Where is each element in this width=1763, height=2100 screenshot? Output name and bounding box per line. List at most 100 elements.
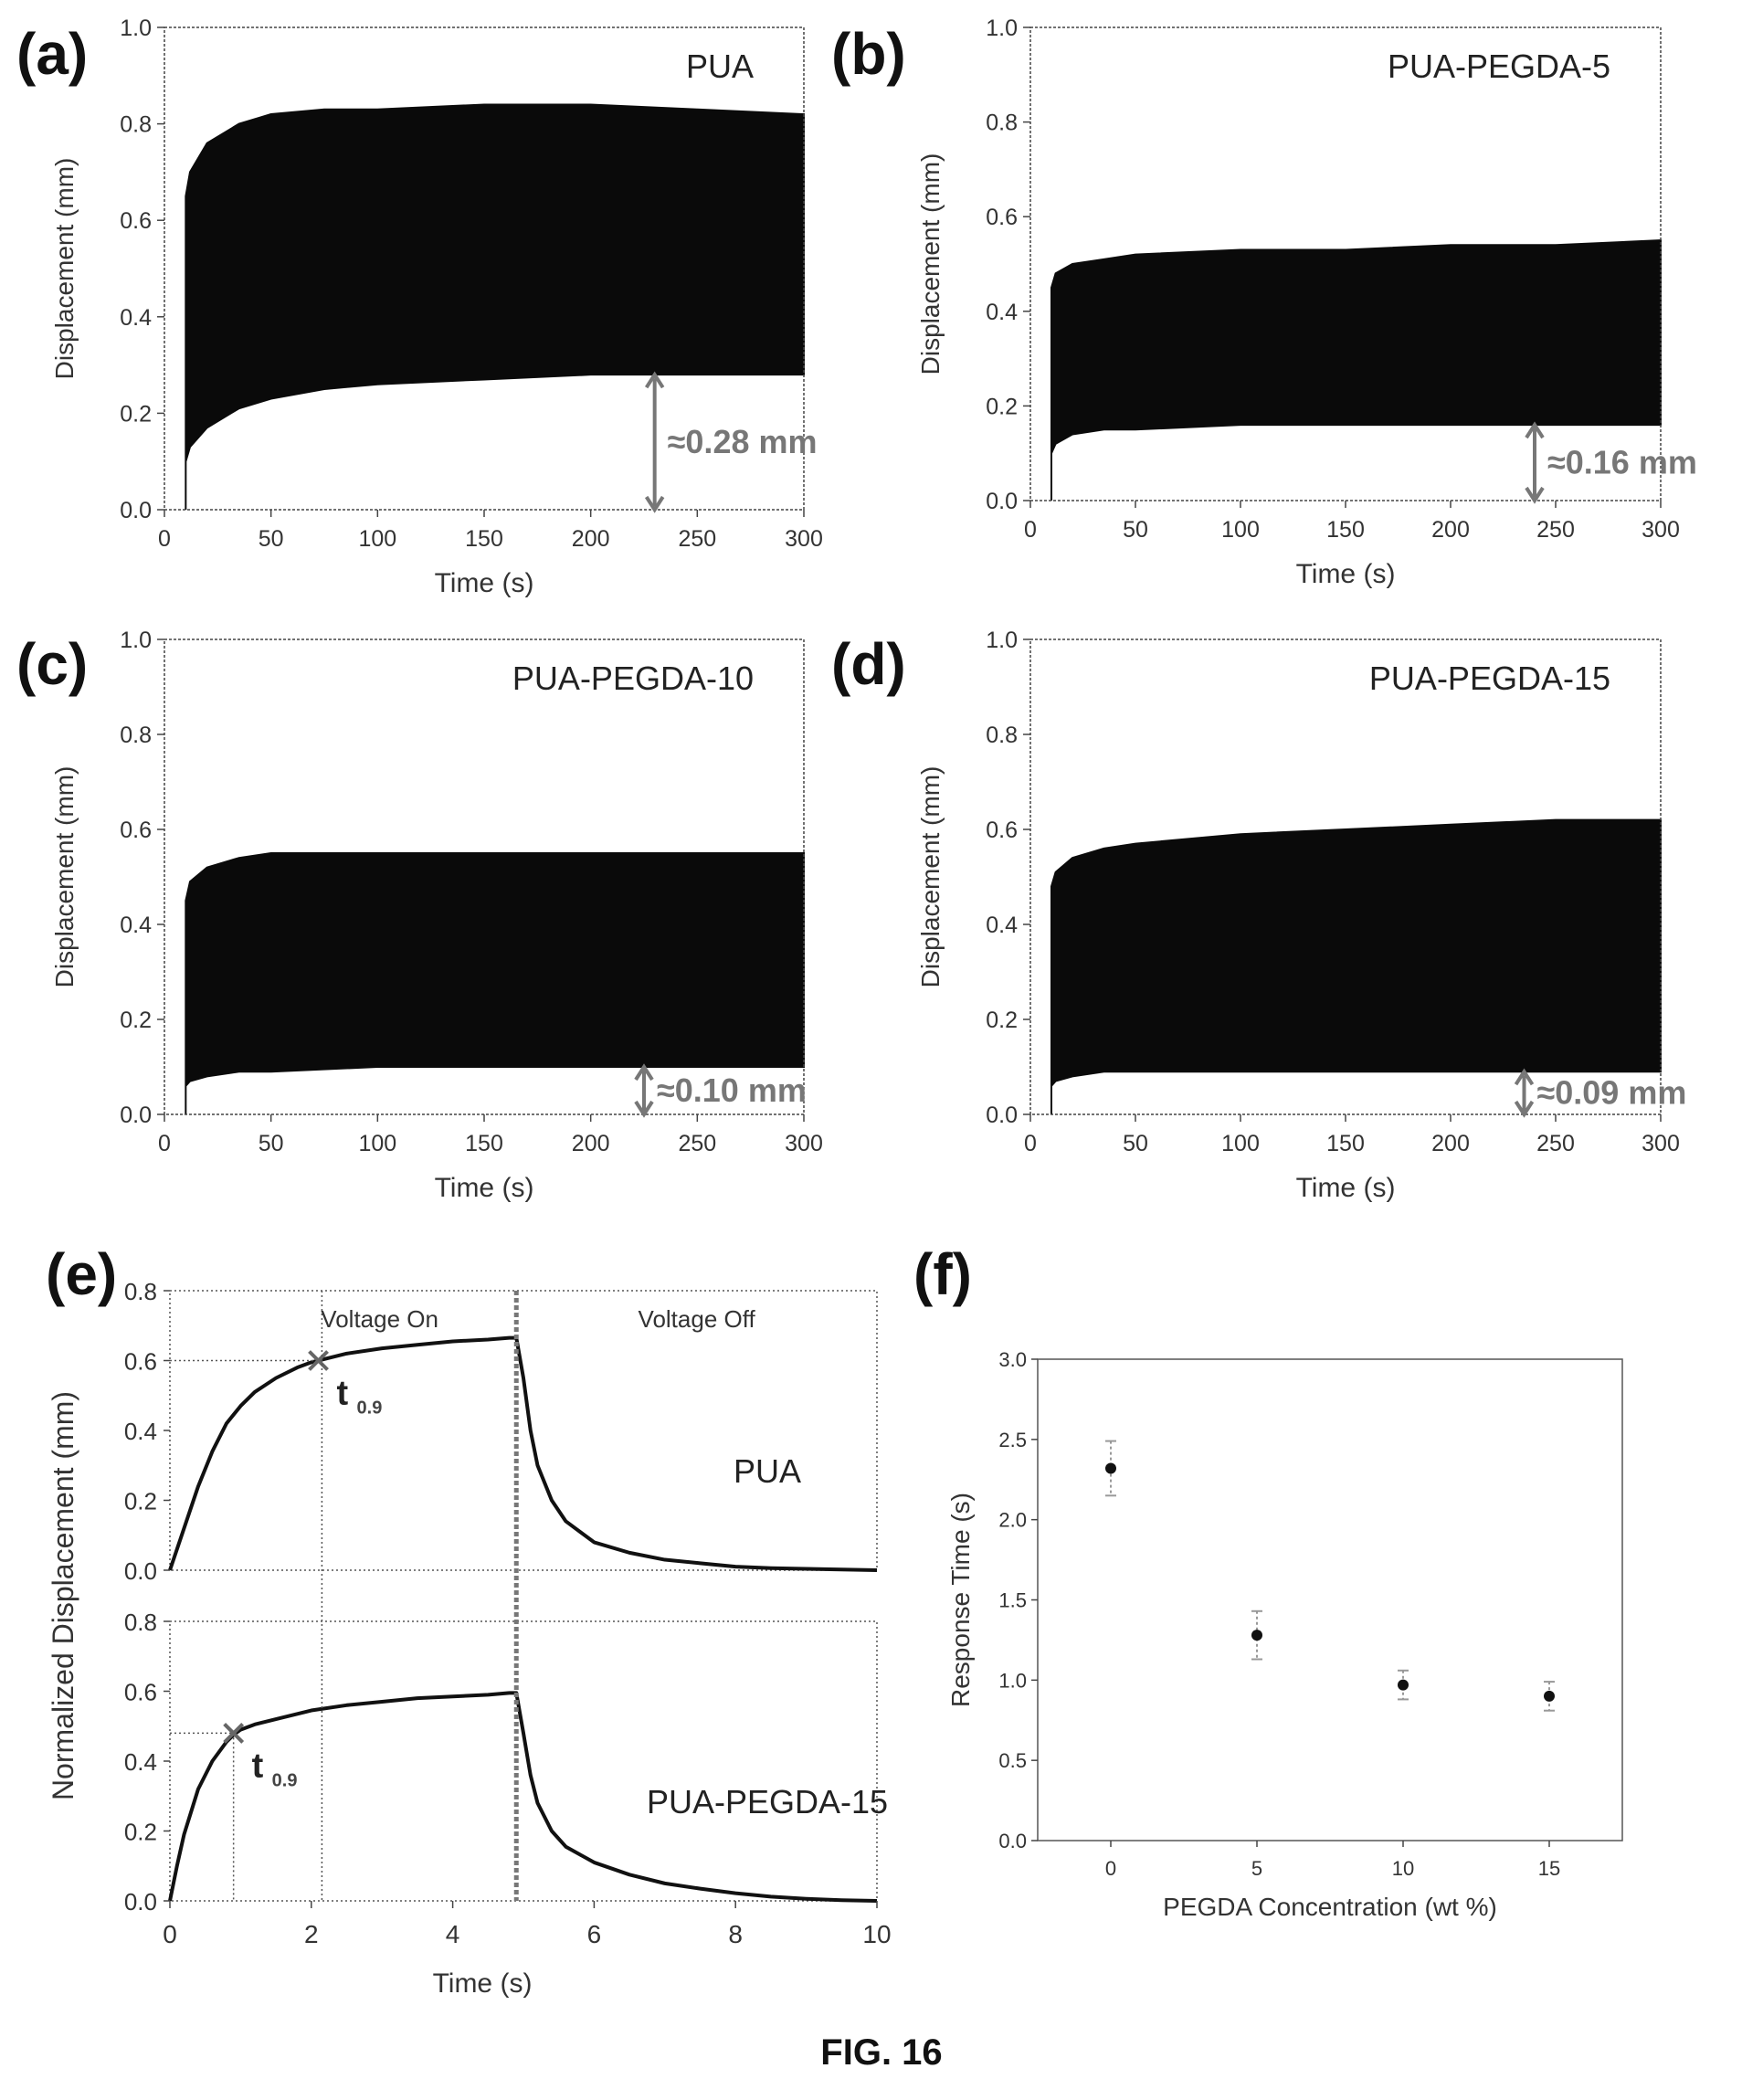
series-label: PUA-PEGDA-15 — [647, 1783, 888, 1820]
y-tick-label: 0.0 — [986, 1103, 1018, 1128]
chart-e: t 0.9 0.0 0.2 0.4 0.6 0.8 PUA t 0.9 0.0 0.2 0.4 0.6 0.… — [47, 1278, 892, 1999]
y-tick-label: 1.0 — [120, 628, 152, 653]
x-tick-label: 300 — [785, 1131, 823, 1156]
x-tick-label: 250 — [678, 526, 716, 552]
x-tick-label: 100 — [1221, 517, 1260, 543]
annotation-label: ≈0.09 mm — [1537, 1074, 1687, 1112]
marker-cross — [308, 1350, 329, 1371]
data-point — [1105, 1462, 1116, 1474]
annotation-label: ≈0.28 mm — [668, 423, 818, 460]
region-label-voltage-on: Voltage On — [321, 1305, 438, 1333]
y-tick-label: 0.0 — [998, 1830, 1027, 1852]
x-tick-label: 150 — [465, 1131, 503, 1156]
y-axis-label: Response Time (s) — [946, 1493, 975, 1707]
x-tick-label: 10 — [1392, 1857, 1414, 1880]
displacement-envelope-d — [1050, 818, 1662, 1114]
y-tick-label: 2.0 — [998, 1509, 1027, 1532]
panel-label-b: (b) — [831, 21, 906, 87]
y-tick-label: 0.4 — [120, 913, 152, 938]
marker-label: t — [337, 1375, 349, 1413]
y-tick-label: 1.0 — [120, 16, 152, 41]
panel-label-c: (c) — [16, 631, 89, 697]
x-tick-label: 150 — [1326, 517, 1365, 543]
y-tick-label: 3.0 — [998, 1348, 1027, 1371]
arrow-head-up — [1514, 1068, 1535, 1086]
panel-label-d: (d) — [831, 631, 906, 697]
y-axis-label: Displacement (mm) — [916, 766, 945, 988]
y-tick-label: 1.5 — [998, 1589, 1027, 1612]
x-axis-label: Time (s) — [433, 1968, 533, 1999]
arrow-head-down — [1525, 486, 1545, 504]
x-axis-label: PEGDA Concentration (wt %) — [1163, 1893, 1497, 1921]
y-tick-label: 0.6 — [120, 208, 152, 234]
panel-label-e: (e) — [46, 1241, 118, 1307]
y-tick-label: 0.4 — [124, 1748, 157, 1776]
y-tick-label: 1.0 — [986, 16, 1018, 41]
annotation-label: ≈0.16 mm — [1547, 444, 1697, 481]
y-tick-label: 0.4 — [986, 913, 1018, 938]
y-tick-label: 0.4 — [120, 305, 152, 331]
chart-a: 0 50 100 150 200 250 300 0.0 0.2 0.4 0.6 0.8 1.0 Time… — [50, 16, 823, 598]
y-axis-label: Normalized Displacement (mm) — [47, 1391, 79, 1800]
y-tick-label: 0.6 — [986, 818, 1018, 843]
y-tick-label: 0.0 — [986, 489, 1018, 514]
arrow-head-up — [634, 1063, 654, 1082]
x-tick-label: 200 — [572, 526, 610, 552]
y-axis-label: Displacement (mm) — [50, 766, 79, 988]
y-tick-label: 0.8 — [124, 1609, 157, 1636]
x-tick-label: 15 — [1538, 1857, 1560, 1880]
y-tick-label: 1.0 — [998, 1669, 1027, 1692]
y-tick-label: 0.2 — [124, 1488, 157, 1515]
y-tick-label: 0.0 — [120, 1103, 152, 1128]
y-tick-label: 0.8 — [986, 111, 1018, 136]
chart-d: 0 50 100 150 200 250 300 0.0 0.2 0.4 0.6 0.8 1.0 Time… — [916, 628, 1686, 1203]
y-tick-label: 0.8 — [124, 1278, 157, 1305]
x-tick-label: 0 — [1024, 517, 1037, 543]
y-tick-label: 0.6 — [986, 205, 1018, 230]
y-tick-label: 0.2 — [120, 401, 152, 427]
response-curve — [168, 1335, 878, 1572]
series-label: PUA — [734, 1452, 801, 1490]
marker-cross — [223, 1722, 245, 1744]
chart-f: 0.0 0.5 1.0 1.5 2.0 2.5 3.0 0 5 10 15 PEGDA Concent… — [946, 1348, 1623, 1921]
panel-label-f: (f) — [913, 1241, 972, 1307]
x-tick-label: 50 — [259, 1131, 284, 1156]
y-tick-label: 0.4 — [986, 300, 1018, 325]
x-tick-label: 2 — [304, 1920, 319, 1948]
y-tick-label: 0.2 — [986, 394, 1018, 419]
arrow-head-down — [1514, 1100, 1535, 1118]
x-tick-label: 8 — [728, 1920, 743, 1948]
x-axis-label: Time (s) — [435, 1173, 534, 1203]
x-tick-label: 300 — [1642, 517, 1680, 543]
x-tick-label: 250 — [1536, 517, 1575, 543]
panel-title: PUA-PEGDA-15 — [1369, 660, 1610, 697]
y-tick-label: 0.6 — [124, 1348, 157, 1376]
x-tick-label: 50 — [1123, 517, 1148, 543]
x-axis-label: Time (s) — [1296, 1173, 1396, 1203]
arrow-head-up — [1525, 421, 1545, 439]
x-tick-label: 200 — [1431, 1131, 1470, 1156]
data-point — [1251, 1630, 1262, 1641]
arrow-head-down — [634, 1100, 654, 1118]
data-point — [1398, 1679, 1409, 1691]
x-tick-label: 10 — [862, 1920, 891, 1948]
y-tick-label: 0.5 — [998, 1749, 1027, 1772]
x-tick-label: 5 — [1251, 1857, 1262, 1880]
x-tick-label: 150 — [1326, 1131, 1365, 1156]
arrow-head-up — [644, 371, 665, 389]
x-tick-label: 200 — [1431, 517, 1470, 543]
x-tick-label: 4 — [446, 1920, 460, 1948]
y-tick-label: 0.2 — [124, 1819, 157, 1846]
y-tick-label: 0.6 — [124, 1679, 157, 1706]
y-tick-label: 1.0 — [986, 628, 1018, 653]
x-tick-label: 200 — [572, 1131, 610, 1156]
panel-label-a: (a) — [16, 21, 89, 87]
marker-label: t — [252, 1746, 264, 1785]
x-tick-label: 100 — [1221, 1131, 1260, 1156]
x-tick-label: 100 — [358, 526, 396, 552]
chart-c: 0 50 100 150 200 250 300 0.0 0.2 0.4 0.6 0.8 1.0 Time… — [50, 628, 823, 1203]
x-tick-label: 250 — [678, 1131, 716, 1156]
x-axis-label: Time (s) — [435, 568, 534, 598]
x-tick-label: 250 — [1536, 1131, 1575, 1156]
x-tick-label: 300 — [1642, 1131, 1680, 1156]
